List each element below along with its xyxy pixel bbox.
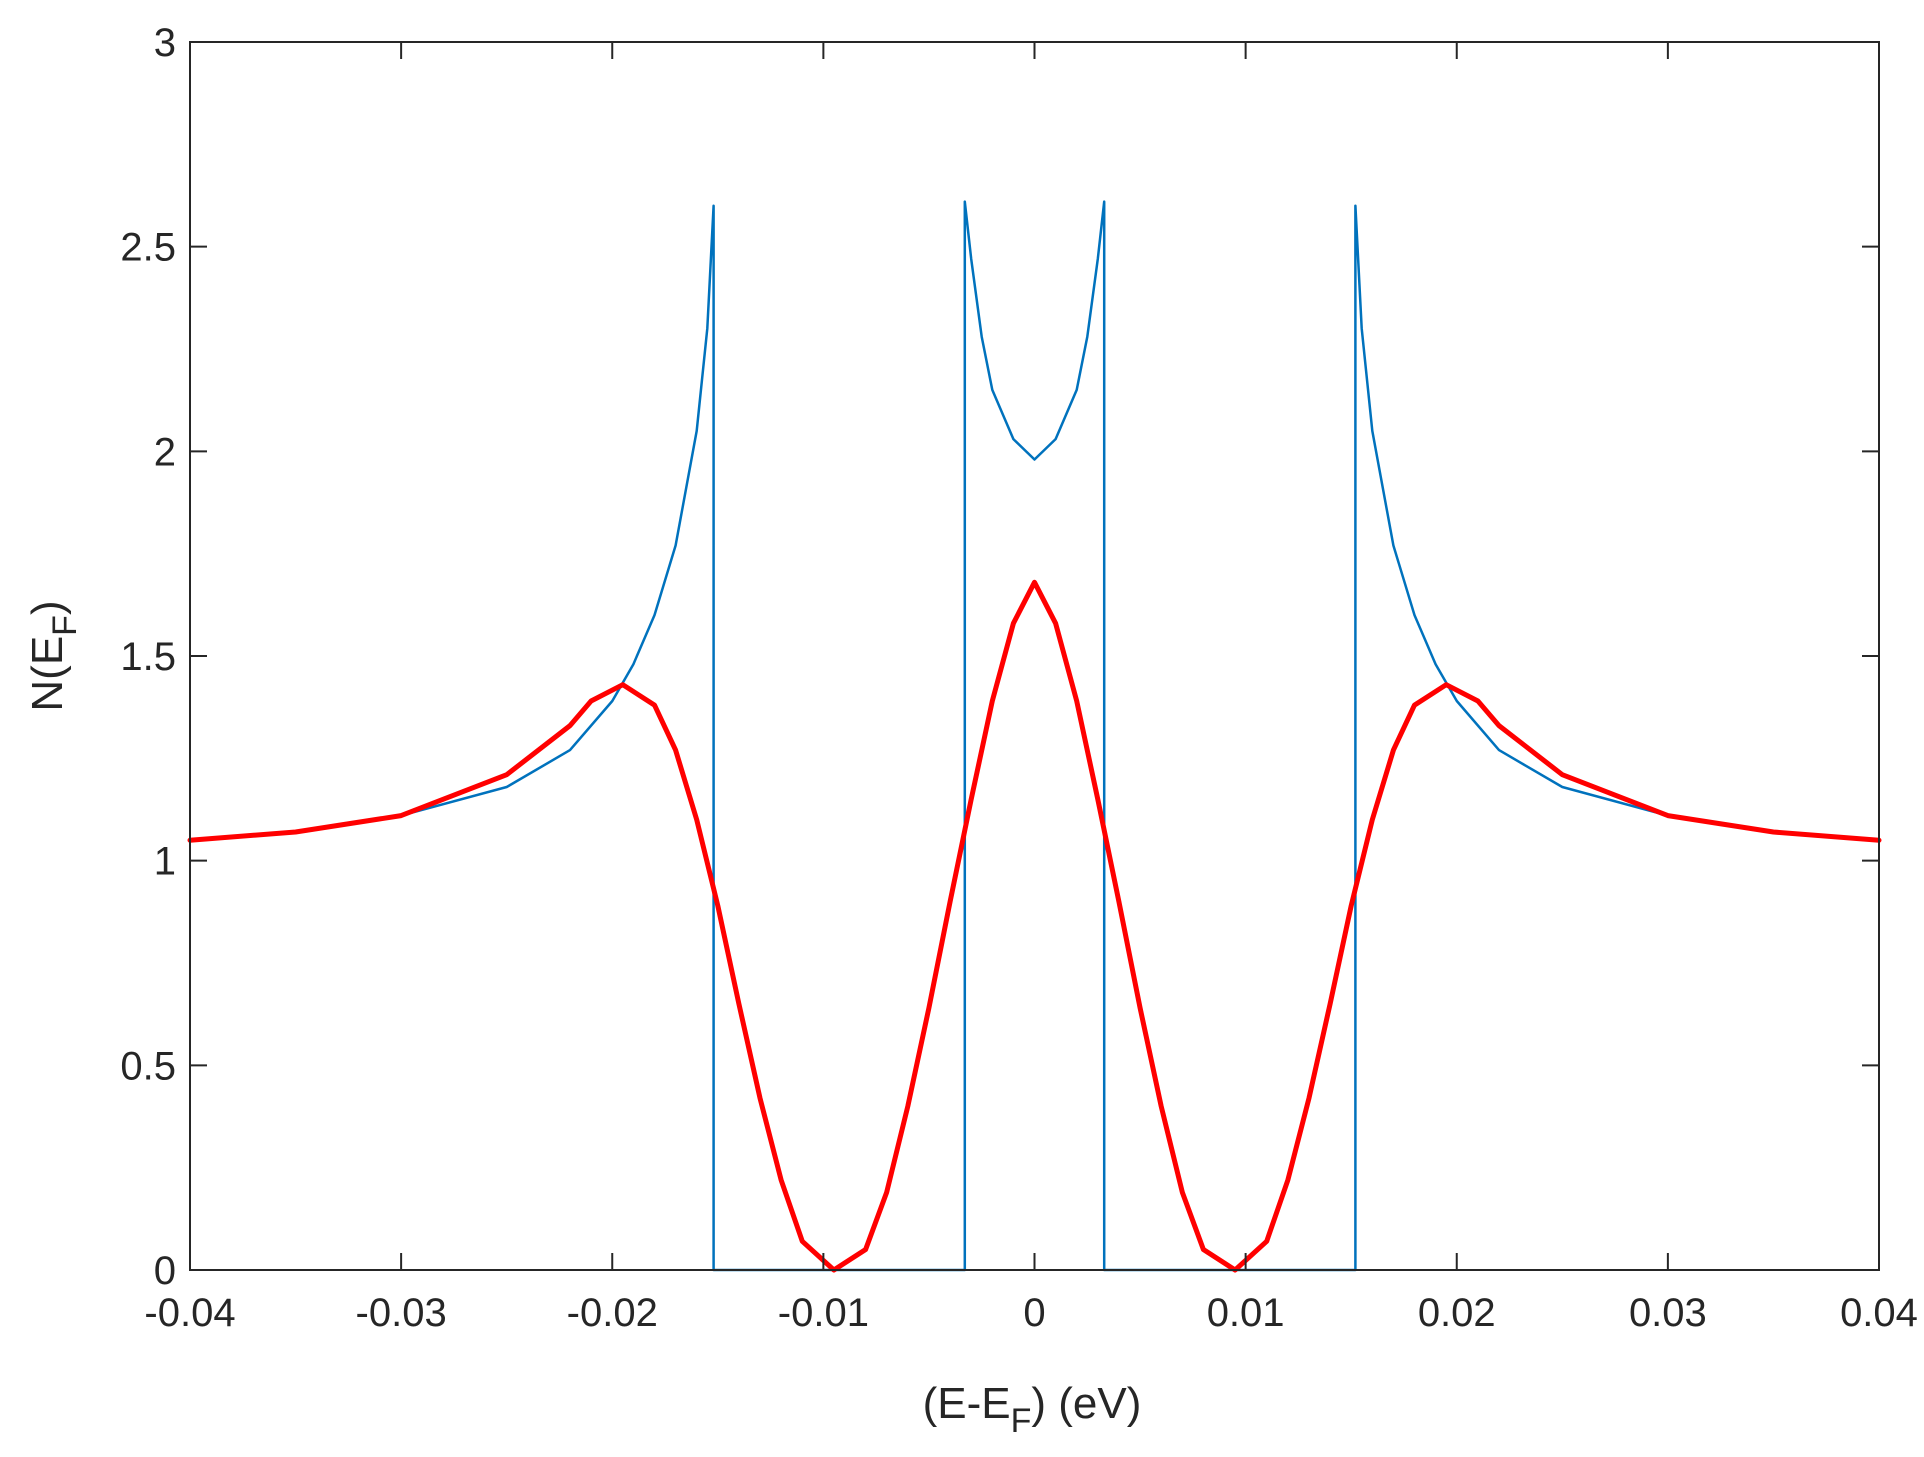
x-tick-label-6: 0.02 bbox=[1418, 1291, 1496, 1335]
x-tick-label-4: 0 bbox=[1023, 1291, 1045, 1335]
x-tick-label-7: 0.03 bbox=[1629, 1291, 1707, 1335]
x-axis-label-subscript: F bbox=[1011, 1402, 1032, 1440]
y-axis-label-subscript: F bbox=[46, 615, 84, 636]
y-tick-label-3: 1.5 bbox=[120, 635, 176, 679]
x-axis-label-tail: ) (eV) bbox=[1031, 1379, 1141, 1428]
x-tick-label-8: 0.04 bbox=[1840, 1291, 1918, 1335]
x-tick-label-3: -0.01 bbox=[778, 1291, 869, 1335]
y-tick-label-0: 0 bbox=[154, 1249, 176, 1293]
y-axis-label-main: N(E bbox=[23, 636, 72, 712]
y-tick-label-6: 3 bbox=[154, 21, 176, 65]
y-tick-label-2: 1 bbox=[154, 840, 176, 884]
x-axis-label: (E-EF) (eV) bbox=[923, 1379, 1142, 1440]
x-tick-label-0: -0.04 bbox=[144, 1291, 235, 1335]
x-tick-label-1: -0.03 bbox=[356, 1291, 447, 1335]
x-tick-label-2: -0.02 bbox=[567, 1291, 658, 1335]
x-tick-label-5: 0.01 bbox=[1207, 1291, 1285, 1335]
y-axis-label: N(EF) bbox=[23, 600, 84, 711]
y-axis-label-tail: ) bbox=[23, 600, 72, 615]
y-tick-label-1: 0.5 bbox=[120, 1044, 176, 1088]
y-tick-label-4: 2 bbox=[154, 430, 176, 474]
y-tick-label-5: 2.5 bbox=[120, 226, 176, 270]
series-layer bbox=[187, 200, 1882, 1273]
x-axis-label-main: (E-E bbox=[923, 1379, 1011, 1428]
tick-layer bbox=[189, 41, 1880, 1271]
series-line-1 bbox=[188, 200, 1881, 1272]
series-line-2 bbox=[187, 579, 1882, 1273]
tick-label-layer: -0.04 -0.03 -0.02 -0.01 0 0.01 0.02 0.03 0.04 0 0.… bbox=[120, 21, 1918, 1335]
